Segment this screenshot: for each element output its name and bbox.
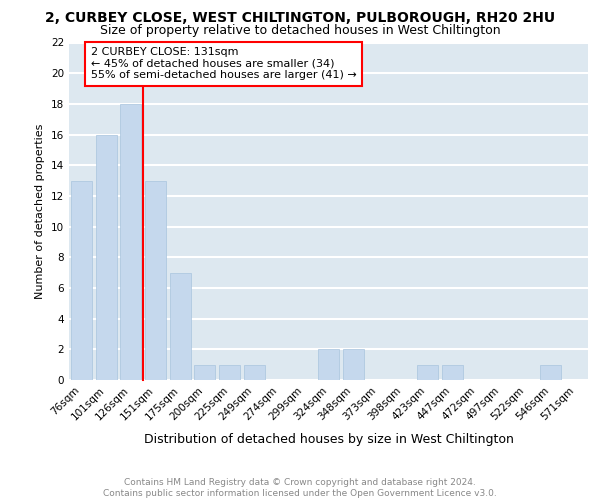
- Bar: [120, 104, 141, 380]
- X-axis label: Distribution of detached houses by size in West Chiltington: Distribution of detached houses by size …: [143, 433, 514, 446]
- Bar: [318, 350, 339, 380]
- Bar: [417, 364, 438, 380]
- Bar: [219, 364, 240, 380]
- Bar: [244, 364, 265, 380]
- Bar: [442, 364, 463, 380]
- Bar: [170, 272, 191, 380]
- Bar: [95, 134, 116, 380]
- Y-axis label: Number of detached properties: Number of detached properties: [35, 124, 46, 299]
- Bar: [541, 364, 562, 380]
- Bar: [71, 180, 92, 380]
- Bar: [343, 350, 364, 380]
- Bar: [194, 364, 215, 380]
- Text: 2, CURBEY CLOSE, WEST CHILTINGTON, PULBOROUGH, RH20 2HU: 2, CURBEY CLOSE, WEST CHILTINGTON, PULBO…: [45, 11, 555, 25]
- Text: Contains HM Land Registry data © Crown copyright and database right 2024.
Contai: Contains HM Land Registry data © Crown c…: [103, 478, 497, 498]
- Bar: [145, 180, 166, 380]
- Text: 2 CURBEY CLOSE: 131sqm
← 45% of detached houses are smaller (34)
55% of semi-det: 2 CURBEY CLOSE: 131sqm ← 45% of detached…: [91, 47, 356, 80]
- Text: Size of property relative to detached houses in West Chiltington: Size of property relative to detached ho…: [100, 24, 500, 37]
